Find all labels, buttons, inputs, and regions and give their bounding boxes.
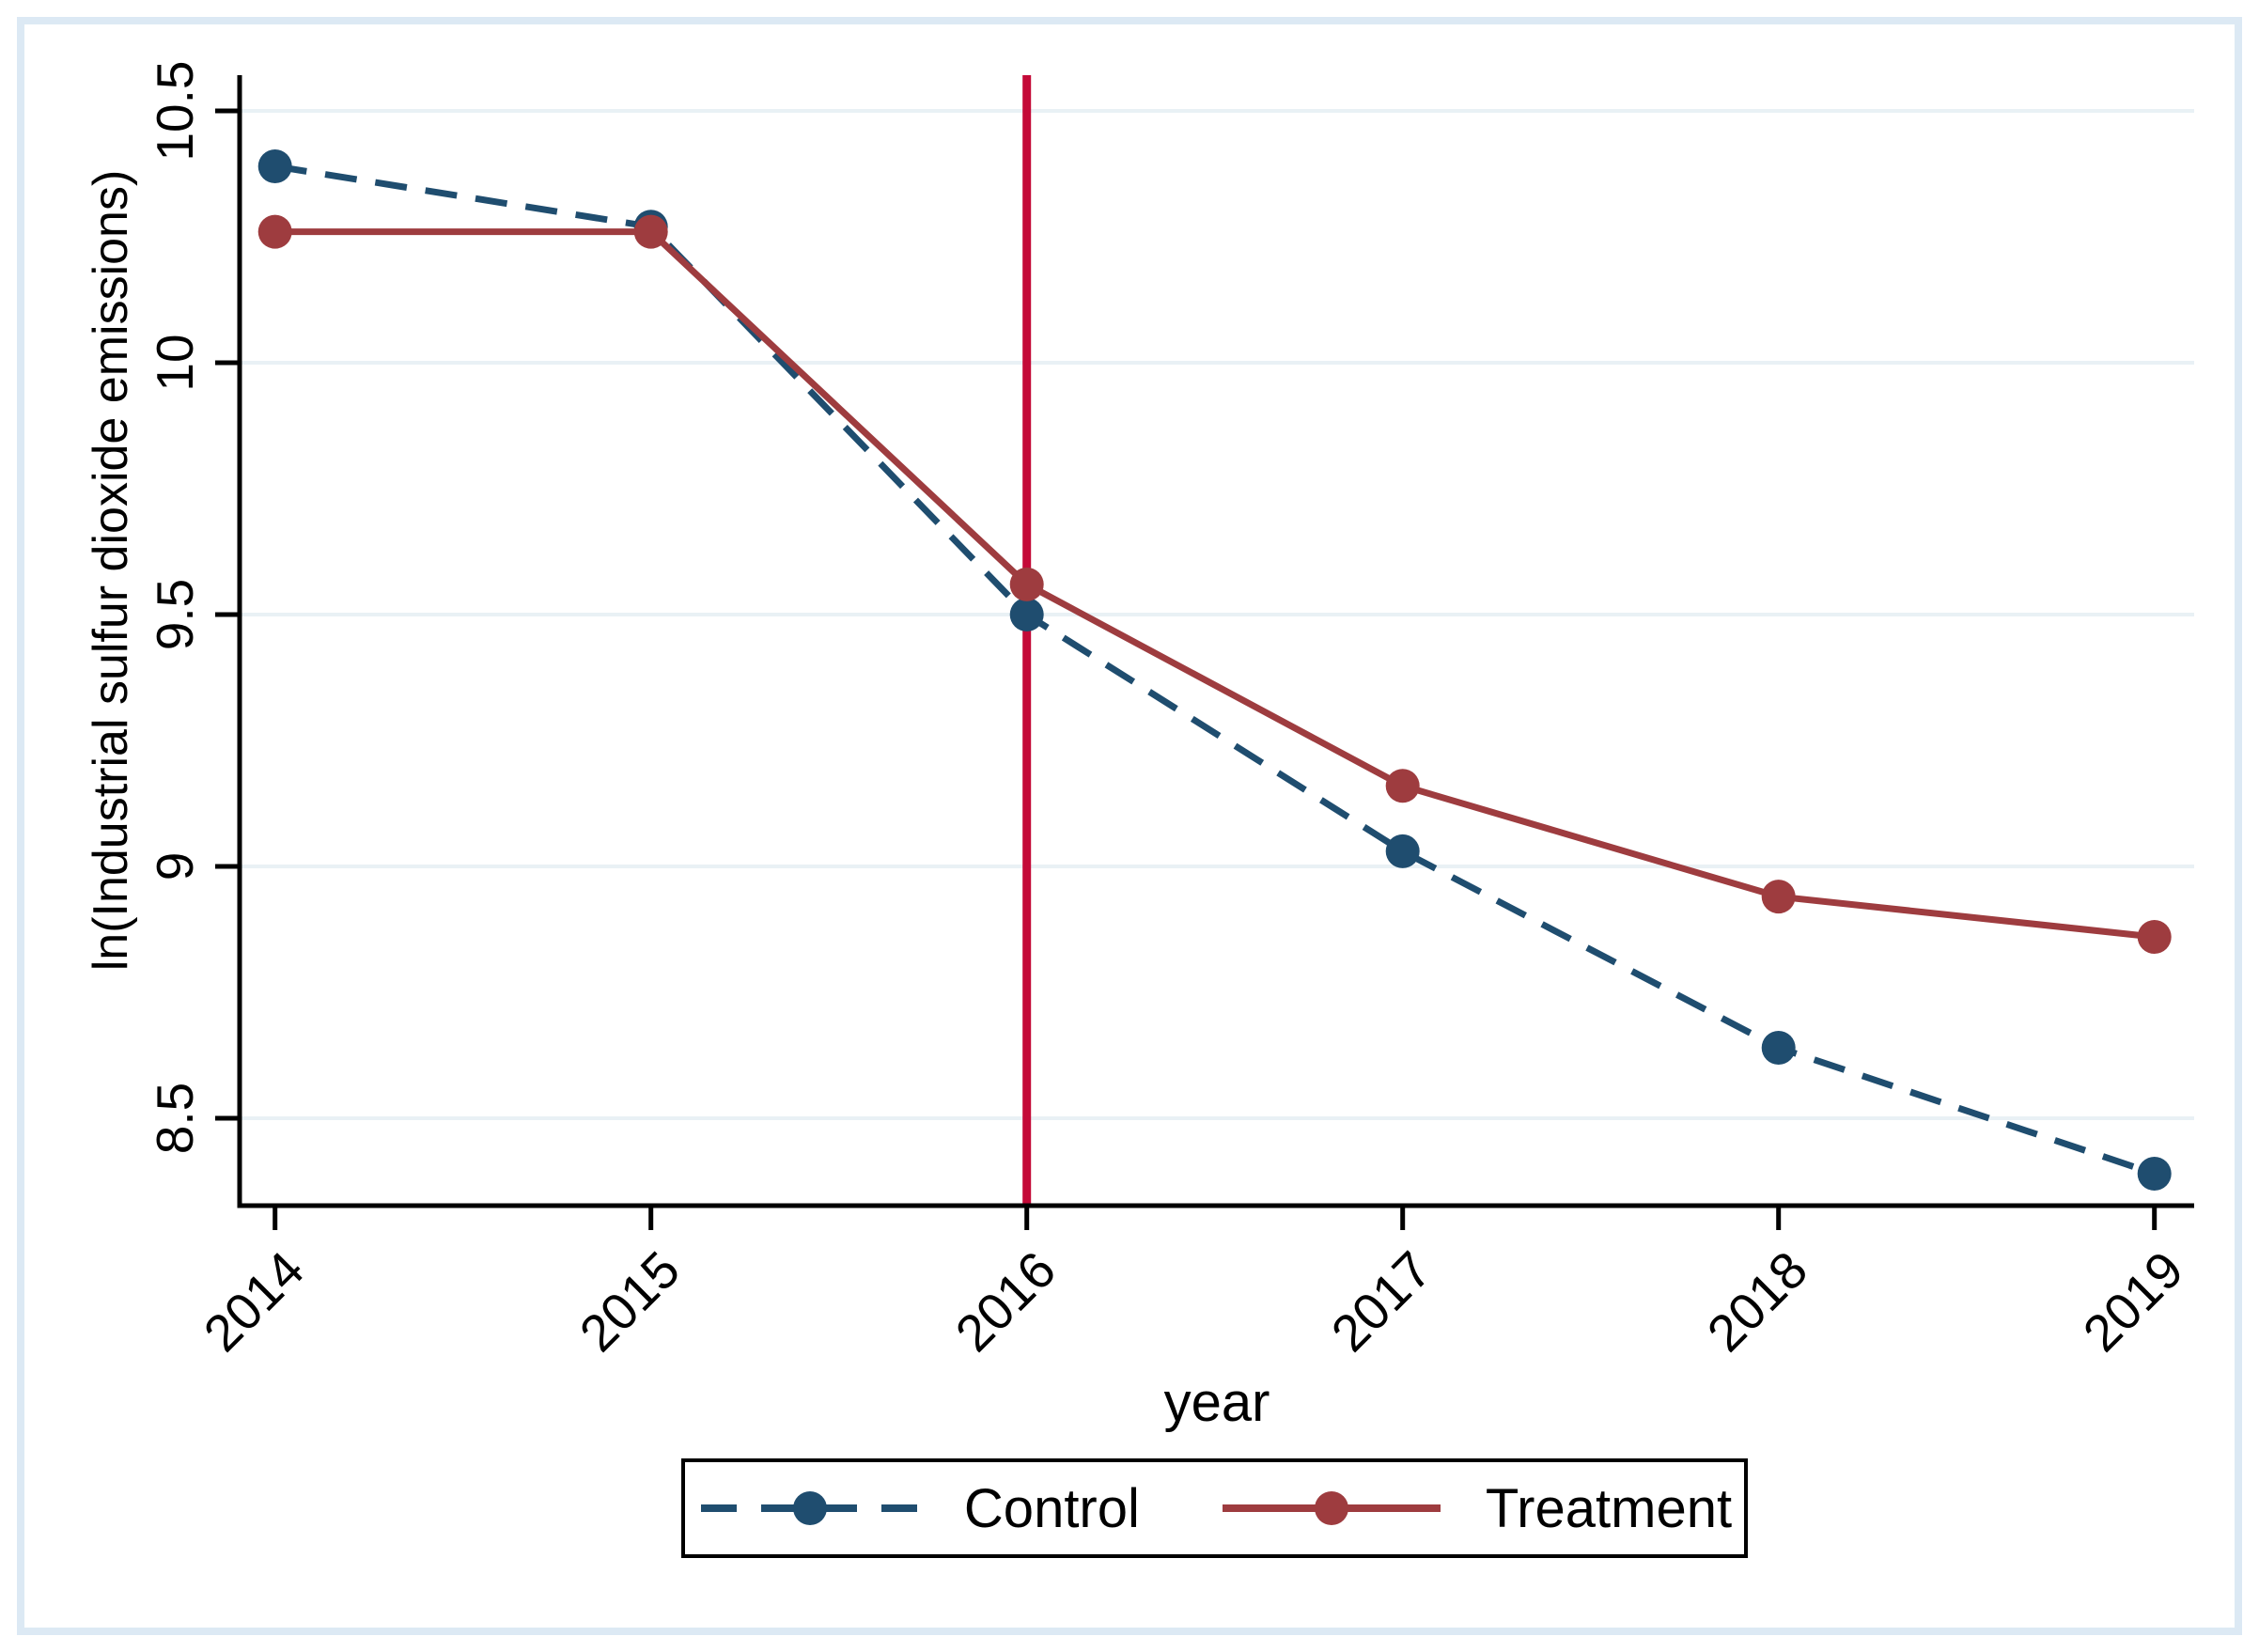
data-point-control-2018 (1761, 1030, 1796, 1065)
legend-item-treatment: Treatment (1219, 1477, 1732, 1540)
data-point-control-2016 (1009, 598, 1044, 631)
series-control-line (274, 163, 2156, 1177)
gridlines (240, 109, 2194, 1120)
data-point-treatment-2019 (2137, 920, 2172, 955)
data-point-control-2017 (1385, 834, 1420, 868)
legend-item-control: Control (697, 1477, 1140, 1540)
y-axis-title: ln(Industrial sulfur dioxide emissions) (84, 170, 138, 972)
data-point-treatment-2015 (633, 214, 668, 249)
series-control (257, 148, 2172, 1191)
x-tick-label: 2015 (569, 1240, 691, 1363)
series-treatment (257, 214, 2172, 955)
y-axis-ticks: 8.5 9 9.5 10 10.5 (146, 60, 238, 1154)
control-key-marker (792, 1491, 827, 1525)
data-point-treatment-2018 (1761, 880, 1796, 914)
data-point-treatment-2016 (1009, 567, 1044, 601)
legend-label-control: Control (963, 1477, 1140, 1539)
x-axis-ticks: 2014 2015 2016 2017 2018 2019 (193, 1208, 2194, 1363)
y-tick-label: 10.5 (146, 60, 204, 161)
data-point-control-2019 (2137, 1156, 2172, 1191)
treatment-key-line (1222, 1491, 1441, 1525)
data-point-control-2014 (257, 148, 292, 183)
legend-label-treatment: Treatment (1485, 1477, 1733, 1539)
x-tick-label: 2014 (193, 1240, 315, 1363)
series-treatment-line (274, 228, 2156, 941)
x-tick-label: 2018 (1696, 1240, 1818, 1363)
x-tick-label: 2016 (944, 1240, 1067, 1363)
y-tick-label: 8.5 (146, 1083, 204, 1154)
x-axis-title: year (1164, 1372, 1270, 1433)
control-key-line (700, 1491, 919, 1525)
data-point-treatment-2017 (1385, 769, 1420, 803)
legend: Control Treatment (681, 1458, 1748, 1558)
x-tick-label: 2019 (2072, 1240, 2194, 1363)
data-point-treatment-2014 (257, 214, 292, 249)
treatment-key-marker (1314, 1491, 1348, 1525)
y-tick-label: 10 (146, 334, 204, 391)
x-tick-label: 2017 (1320, 1240, 1442, 1363)
axes (237, 75, 2194, 1208)
y-tick-label: 9.5 (146, 579, 204, 650)
y-tick-label: 9 (146, 852, 204, 881)
